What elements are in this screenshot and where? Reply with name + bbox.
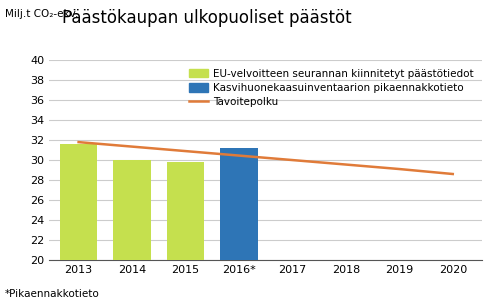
Text: *Pikaennakkotieto: *Pikaennakkotieto [5,289,100,299]
Bar [60,144,97,260]
Bar [113,160,151,260]
Bar [220,148,258,260]
Legend: EU-velvoitteen seurannan kiinnitetyt päästötiedot, Kasvihuonekaasuinventaarion p: EU-velvoitteen seurannan kiinnitetyt pää… [186,66,477,110]
Text: Päästökaupan ulkopuoliset päästöt: Päästökaupan ulkopuoliset päästöt [62,9,351,27]
Text: Milj.t CO₂-ekv.: Milj.t CO₂-ekv. [5,9,78,19]
Bar [167,162,204,260]
